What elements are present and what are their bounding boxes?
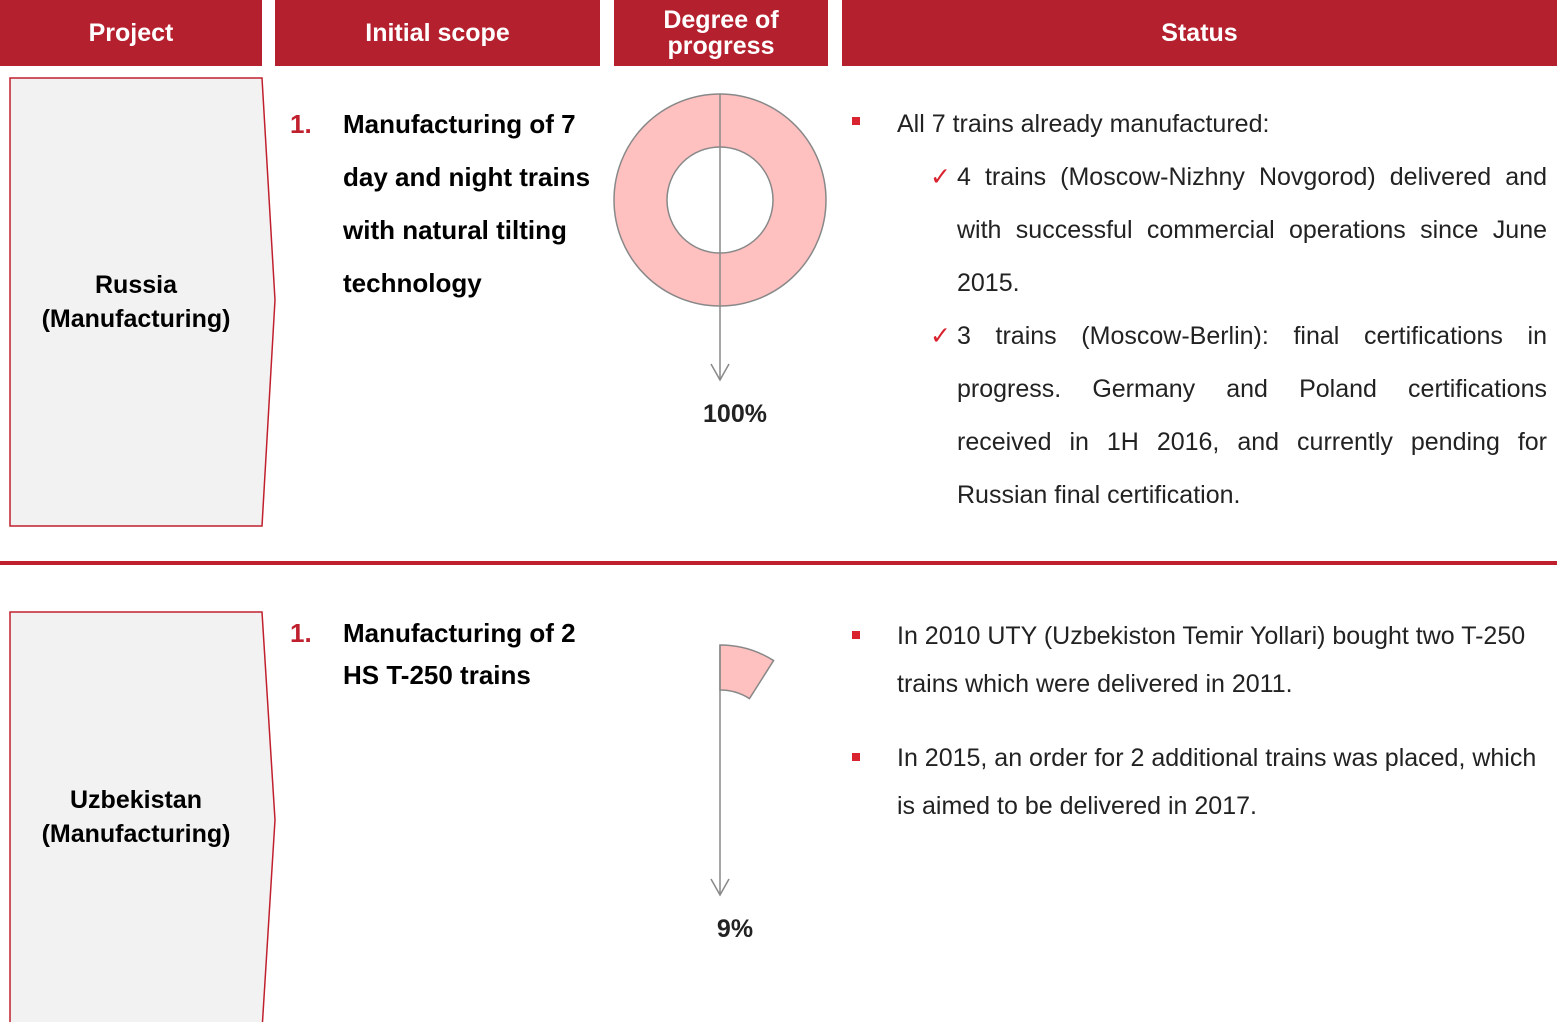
bullet: In 2015, an order for 2 additional train…: [852, 734, 1552, 830]
check-marker: ✓: [930, 322, 951, 350]
bullet-marker: [852, 631, 860, 639]
arrow-head: [710, 363, 730, 382]
bullet-text: All 7 trains already manufactured:: [897, 110, 1270, 138]
project-name: Russia (Manufacturing): [41, 271, 231, 333]
scope-text: Manufacturing of 7 day and night trains …: [343, 109, 591, 298]
bullet-text: In 2010 UTY (Uzbekiston Temir Yollari) b…: [897, 622, 1526, 698]
progress-wedge: [719, 644, 775, 700]
bullet: All 7 trains already manufactured:: [852, 98, 1552, 151]
header-cell: Status: [842, 0, 1557, 66]
progress-ring: [613, 93, 827, 307]
project-name: Uzbekistan (Manufacturing): [41, 786, 231, 848]
scope-item: 1. Manufacturing of 7 day and night train…: [290, 98, 600, 310]
check-marker: ✓: [930, 163, 951, 191]
header-cell: Initial scope: [275, 0, 600, 66]
bullet: In 2010 UTY (Uzbekiston Temir Yollari) b…: [852, 612, 1552, 708]
status: In 2010 UTY (Uzbekiston Temir Yollari) b…: [852, 612, 1552, 830]
status: All 7 trains already manufactured: ✓ 4 tra…: [852, 98, 1552, 522]
scope-item: 1. Manufacturing of 2 HS T-250 trains: [290, 612, 600, 696]
header-cell: Degree of progress: [614, 0, 828, 66]
bullet-text: In 2015, an order for 2 additional train…: [897, 744, 1537, 820]
check-item: ✓ 3 trains (Moscow-Berlin): final certifi…: [930, 310, 1552, 522]
scope-number: 1.: [290, 109, 312, 139]
progress-label: 100%: [703, 400, 767, 428]
arrow-head: [710, 878, 730, 897]
project-shape: [9, 77, 276, 527]
scope-number: 1.: [290, 618, 312, 648]
check-text: 3 trains (Moscow-Berlin): final certific…: [957, 322, 1547, 509]
project-shape: [9, 611, 276, 1022]
header-cell: Project: [0, 0, 262, 66]
progress-label: 9%: [716, 915, 754, 943]
scope-text: Manufacturing of 2 HS T-250 trains: [343, 618, 576, 690]
bullet-marker: [852, 117, 860, 125]
check-text: 4 trains (Moscow-Nizhny Novgorod) delive…: [957, 163, 1547, 297]
check-item: ✓ 4 trains (Moscow-Nizhny Novgorod) deliv…: [930, 151, 1552, 310]
bullet-marker: [852, 753, 860, 761]
